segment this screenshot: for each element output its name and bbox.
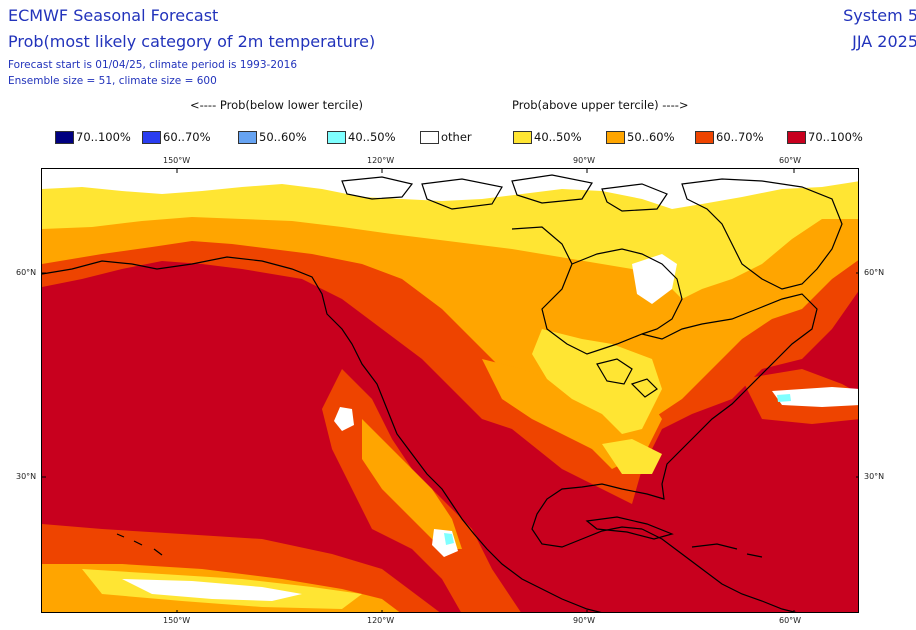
legend-item-below-50-60: 50..60% <box>238 128 307 146</box>
legend-swatch <box>695 130 714 144</box>
coast-arctic-island-4 <box>601 183 668 212</box>
legend-item-above-50-60: 50..60% <box>606 128 675 146</box>
forecast-map <box>41 168 859 613</box>
lon-label-150w-bottom: 150°W <box>163 616 191 625</box>
legend-label: 50..60% <box>627 130 675 144</box>
band-other-arctic <box>42 169 858 209</box>
legend-item-below-60-70: 60..70% <box>142 128 211 146</box>
legend-item-above-60-70: 60..70% <box>695 128 764 146</box>
band-other-atlantic-strip <box>772 387 858 407</box>
coast-hawaii <box>116 533 163 556</box>
map-canvas <box>42 169 858 612</box>
legend-swatch <box>55 130 74 144</box>
legend-item-below-40-50: 40..50% <box>327 128 396 146</box>
lon-label-60w-bottom: 60°W <box>779 616 802 625</box>
coast-east-north-america <box>511 226 818 548</box>
band-other-greenland-patch <box>632 254 677 304</box>
band-50-60-baja-coast <box>362 419 462 549</box>
coast-arctic-island-1 <box>341 176 414 200</box>
coast-caribbean <box>691 543 763 558</box>
lat-label-60n-left: 60°N <box>16 268 37 277</box>
legend-label: 50..60% <box>259 130 307 144</box>
legend-below-heading: <---- Prob(below lower tercile) <box>190 98 364 112</box>
season-label: JJA 2025 <box>852 32 916 51</box>
lat-label-60n-right: 60°N <box>864 268 885 277</box>
lon-label-120w-top: 120°W <box>367 156 395 165</box>
legend-above-heading: Prob(above upper tercile) ----> <box>512 98 689 112</box>
legend-item-above-70-100: 70..100% <box>787 128 863 146</box>
legend-swatch <box>420 130 439 144</box>
band-other-sw-sea-patch <box>122 579 302 601</box>
legend-swatch <box>787 130 806 144</box>
coast-greenland <box>681 178 843 290</box>
legend-label: 70..100% <box>76 130 131 144</box>
band-40-50-plains <box>532 329 662 434</box>
lat-label-30n-right: 30°N <box>864 472 885 481</box>
legend-swatch <box>327 130 346 144</box>
lon-label-120w-bottom: 120°W <box>367 616 395 625</box>
map-title: ECMWF Seasonal Forecast <box>8 6 219 25</box>
legend-label: other <box>441 130 472 144</box>
legend-item-other: other <box>420 128 472 146</box>
legend-swatch <box>238 130 257 144</box>
legend-swatch <box>142 130 161 144</box>
system-label: System 5 <box>843 6 916 25</box>
coast-alaska-northwest <box>42 256 602 612</box>
legend-label: 60..70% <box>163 130 211 144</box>
coast-great-lakes <box>596 358 658 398</box>
graticule-ticks <box>42 169 858 612</box>
lat-label-30n-left: 30°N <box>16 472 37 481</box>
lon-label-150w-top: 150°W <box>163 156 191 165</box>
lon-label-60w-top: 60°W <box>779 156 802 165</box>
coast-hudson-bay <box>571 248 683 335</box>
coastlines <box>42 174 843 612</box>
band-other-california-spot <box>334 407 354 431</box>
forecast-start-line: Forecast start is 01/04/25, climate peri… <box>8 59 298 71</box>
legend-label: 40..50% <box>348 130 396 144</box>
map-subtitle: Prob(most likely category of 2m temperat… <box>8 32 376 51</box>
band-40-50-gulf-patch <box>602 439 662 474</box>
legend-label: 70..100% <box>808 130 863 144</box>
coast-cuba <box>585 516 674 540</box>
legend-label: 60..70% <box>716 130 764 144</box>
band-below-40-50-baja <box>444 533 454 545</box>
legend-item-above-40-50: 40..50% <box>513 128 582 146</box>
legend-item-below-70-100: 70..100% <box>55 128 131 146</box>
legend-label: 40..50% <box>534 130 582 144</box>
coast-arctic-island-3 <box>511 174 593 204</box>
lon-label-90w-top: 90°W <box>573 156 596 165</box>
coast-arctic-island-2 <box>421 178 503 210</box>
lon-label-90w-bottom: 90°W <box>573 616 596 625</box>
legend-swatch <box>606 130 625 144</box>
coast-central-america <box>641 528 797 612</box>
ensemble-size-line: Ensemble size = 51, climate size = 600 <box>8 75 217 87</box>
band-below-40-50-atlantic <box>777 394 791 402</box>
legend-swatch <box>513 130 532 144</box>
